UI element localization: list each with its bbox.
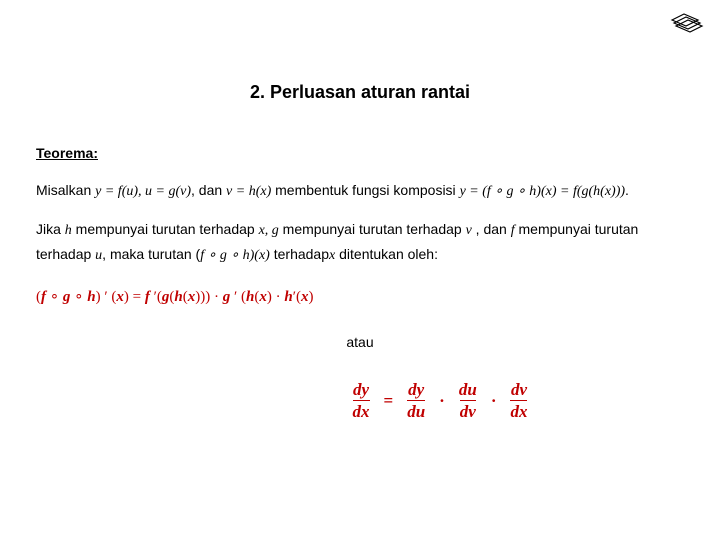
paragraph-2: Jika h mempunyai turutan terhadap x, g m… [36, 218, 684, 268]
text: ) = [124, 289, 145, 305]
page-title: 2. Perluasan aturan rantai [36, 82, 684, 103]
math: x [116, 289, 124, 305]
math: y = f(u), u = g(v) [95, 184, 191, 199]
dot: · [491, 391, 497, 411]
fraction: dy du [407, 380, 425, 421]
math: h [174, 289, 182, 305]
text: ))) · [195, 289, 222, 305]
text: terhadap [270, 246, 329, 262]
math: x [259, 289, 267, 305]
math: y = (f ∘ g ∘ h)(x) = f(g(h(x))) [460, 184, 625, 199]
text: mempunyai turutan terhadap [279, 221, 466, 237]
denominator: dv [460, 400, 476, 422]
text: . [625, 182, 629, 198]
math: h [65, 223, 72, 238]
formula-leibniz: dy dx = dy du · du dv · dv dx [36, 380, 684, 421]
denominator: dx [353, 400, 370, 422]
logo-icon [668, 8, 706, 38]
math: x, g [259, 223, 279, 238]
text: ditentukan oleh: [335, 246, 438, 262]
text: ′ ( [230, 289, 246, 305]
text: ′( [293, 289, 301, 305]
equals: = [384, 391, 394, 411]
denominator: dx [510, 400, 527, 422]
math: f ∘ g ∘ h)(x) [200, 248, 270, 263]
text: , dan [472, 221, 511, 237]
text: ′( [150, 289, 162, 305]
fraction: dy dx [353, 380, 370, 421]
fraction: dv dx [510, 380, 527, 421]
text: mempunyai turutan terhadap [72, 221, 259, 237]
fraction: du dv [459, 380, 477, 421]
numerator: dy [408, 380, 424, 400]
or-label: atau [36, 334, 684, 350]
text: ∘ [46, 289, 63, 305]
math: h [87, 289, 95, 305]
text: Misalkan [36, 182, 95, 198]
numerator: dy [353, 380, 369, 400]
theorem-label: Teorema: [36, 145, 684, 161]
text: , dan [191, 182, 226, 198]
denominator: du [407, 400, 425, 422]
math: h [284, 289, 292, 305]
text: ) · [267, 289, 285, 305]
text: membentuk fungsi komposisi [271, 182, 459, 198]
text: ) [308, 289, 313, 305]
text: ) ′ ( [96, 289, 117, 305]
math: v = h(x) [226, 184, 271, 199]
numerator: du [459, 380, 477, 400]
text: ∘ [70, 289, 87, 305]
paragraph-1: Misalkan y = f(u), u = g(v), dan v = h(x… [36, 179, 684, 204]
numerator: dv [511, 380, 527, 400]
text: Jika [36, 221, 65, 237]
text: , maka turutan ( [102, 246, 200, 262]
formula-prime: (f ∘ g ∘ h) ′ (x) = f ′(g(h(x))) · g ′ (… [36, 287, 684, 306]
dot: · [439, 391, 445, 411]
